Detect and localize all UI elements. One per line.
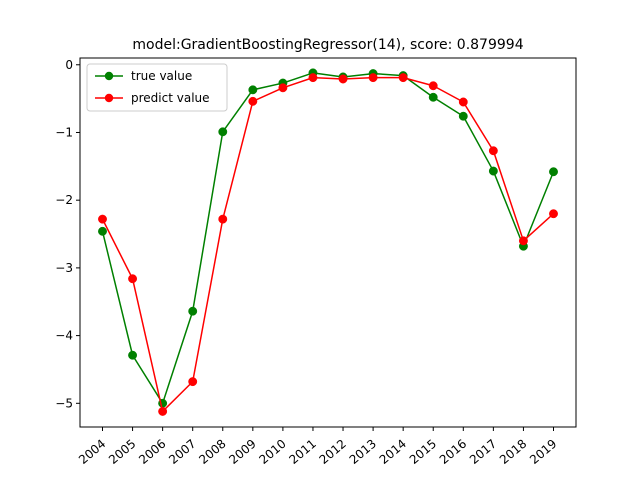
series-1	[98, 73, 558, 416]
data-point	[338, 74, 348, 84]
y-tick-label: −2	[55, 193, 73, 207]
y-tick-label: −3	[55, 261, 73, 275]
data-point	[248, 85, 258, 95]
axes-frame	[79, 57, 577, 428]
y-tick-label: −1	[55, 125, 73, 139]
data-point	[368, 73, 378, 83]
data-point	[549, 209, 558, 219]
legend-label: true value	[131, 69, 192, 83]
legend-entry: predict value	[95, 91, 210, 105]
legend-marker	[104, 71, 114, 81]
data-point	[428, 81, 438, 91]
y-axis: 0 −1 −2 −3 −4 −5	[55, 58, 80, 410]
data-point	[488, 146, 498, 156]
data-point	[458, 97, 468, 107]
data-point	[128, 350, 138, 360]
data-point	[218, 214, 228, 224]
series-line	[101, 72, 555, 405]
y-tick-label: −5	[55, 396, 73, 410]
data-point	[248, 96, 258, 106]
y-tick-label: 0	[65, 58, 73, 72]
data-point	[98, 214, 107, 224]
legend-entry: true value	[95, 69, 192, 83]
data-point	[488, 166, 498, 176]
data-point	[398, 73, 408, 83]
data-point	[218, 127, 228, 137]
data-point	[308, 73, 318, 83]
series-line	[101, 76, 555, 413]
legend: true value predict value	[86, 63, 228, 112]
data-point	[188, 306, 198, 316]
data-point	[188, 377, 198, 387]
series-layer	[98, 68, 558, 416]
data-point	[549, 167, 558, 177]
data-point	[518, 236, 528, 246]
data-point	[278, 83, 288, 93]
series-0	[98, 68, 558, 408]
legend-marker	[104, 93, 114, 103]
legend-label: predict value	[131, 91, 210, 105]
data-point	[458, 111, 468, 121]
data-point	[428, 92, 438, 102]
chart-title: model:GradientBoostingRegressor(14), sco…	[132, 37, 523, 53]
y-tick-label: −4	[55, 329, 73, 343]
data-point	[158, 406, 168, 416]
data-point	[128, 274, 138, 284]
data-point	[98, 226, 107, 236]
